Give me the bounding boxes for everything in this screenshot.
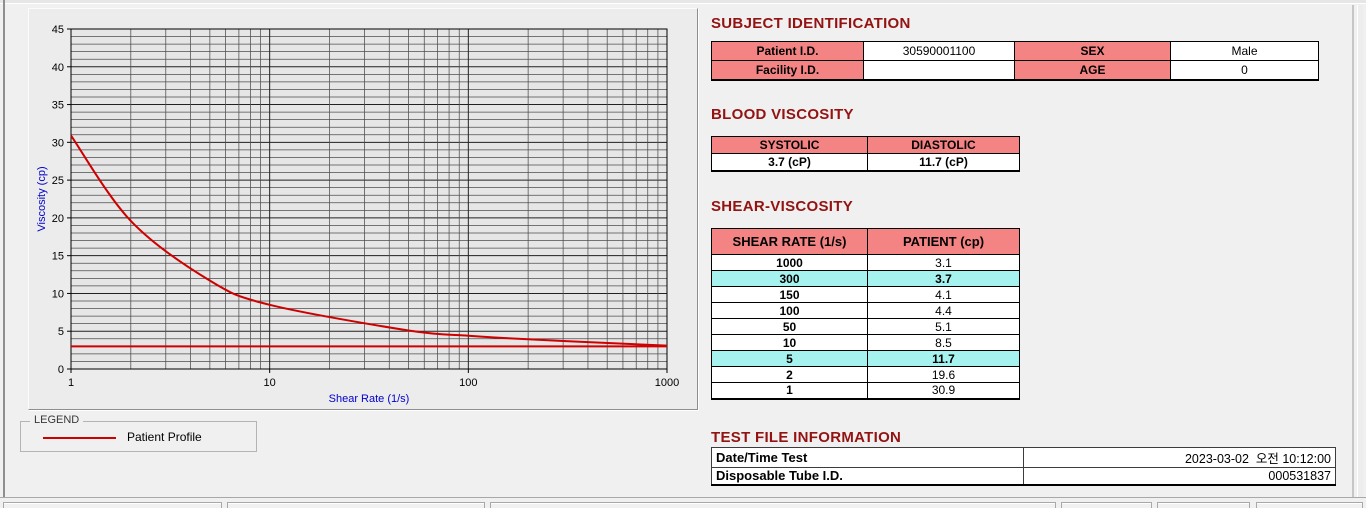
x-tick-label: 100	[459, 377, 477, 389]
window-right-border	[1352, 5, 1354, 497]
patient-id-label: Patient I.D.	[711, 41, 864, 61]
legend-line-sample	[43, 437, 116, 439]
test-file-information-title: TEST FILE INFORMATION	[711, 429, 902, 446]
shear-rate-cell: 10	[711, 334, 868, 351]
date-time-test-label: Date/Time Test	[711, 447, 1024, 468]
patient-viscosity-cell: 5.1	[867, 318, 1020, 335]
plot-frame	[70, 28, 668, 370]
y-tick-label: 20	[52, 213, 64, 225]
shear-rate-cell: 1000	[711, 254, 868, 271]
y-axis-title: Viscosity (cp)	[36, 166, 48, 231]
table-row: 150 4.1	[711, 286, 1020, 303]
bottom-panel-fragment	[3, 502, 222, 508]
x-tick-label: 1	[68, 377, 74, 389]
window-right-edge	[1357, 5, 1363, 497]
chart-panel: 0 5 10 15 20 25 30 35 40 45 1 10 100 1000 Shear Rate (…	[28, 8, 698, 410]
patient-cp-header: PATIENT (cp)	[867, 228, 1020, 255]
patient-viscosity-cell: 4.4	[867, 302, 1020, 319]
table-row: 2 19.6	[711, 366, 1020, 383]
systolic-value: 3.7 (cP)	[711, 153, 868, 171]
patient-id-value: 30590001100	[863, 41, 1015, 61]
subject-identification-table: Patient I.D. 30590001100 SEX Male Facili…	[711, 41, 1319, 81]
table-row: 1000 3.1	[711, 254, 1020, 271]
diastolic-header: DIASTOLIC	[867, 136, 1020, 154]
bottom-panel-fragment	[490, 502, 1056, 508]
diastolic-value: 11.7 (cP)	[867, 153, 1020, 171]
shear-rate-cell: 1	[711, 382, 868, 399]
y-tick-label: 5	[58, 326, 64, 338]
table-row: 3.7 (cP) 11.7 (cP)	[711, 153, 1020, 171]
subject-identification-title: SUBJECT IDENTIFICATION	[711, 15, 911, 32]
y-tick-label: 45	[52, 24, 64, 36]
sex-value: Male	[1170, 41, 1319, 61]
shear-rate-cell: 150	[711, 286, 868, 303]
table-row: 300 3.7	[711, 270, 1020, 287]
table-row: Facility I.D. AGE 0	[711, 60, 1319, 80]
disposable-tube-id-label: Disposable Tube I.D.	[711, 467, 1024, 485]
facility-id-label: Facility I.D.	[711, 60, 864, 80]
age-label: AGE	[1014, 60, 1171, 80]
y-tick-label: 30	[52, 137, 64, 149]
y-tick-label: 15	[52, 251, 64, 263]
shear-viscosity-chart: 0 5 10 15 20 25 30 35 40 45 1 10 100 1000 Shear Rate (…	[36, 24, 679, 405]
bottom-panel-fragment	[1256, 502, 1363, 508]
window-left-border	[3, 0, 5, 497]
bottom-panel-fragment	[227, 502, 485, 508]
patient-viscosity-cell: 8.5	[867, 334, 1020, 351]
shear-rate-cell: 50	[711, 318, 868, 335]
table-row: Disposable Tube I.D. 000531837	[711, 467, 1336, 485]
shear-viscosity-table: SHEAR RATE (1/s) PATIENT (cp) 1000 3.1 300…	[711, 228, 1020, 400]
table-row: SYSTOLIC DIASTOLIC	[711, 136, 1020, 154]
series-patient-profile	[70, 134, 668, 347]
shear-rate-cell: 5	[711, 350, 868, 367]
y-tick-label: 0	[58, 364, 64, 376]
table-row: 1 30.9	[711, 382, 1020, 399]
table-row: 100 4.4	[711, 302, 1020, 319]
patient-viscosity-cell: 3.1	[867, 254, 1020, 271]
x-tick-label: 1000	[655, 377, 679, 389]
window-top-edge	[0, 0, 1366, 4]
shear-rate-cell: 2	[711, 366, 868, 383]
age-value: 0	[1170, 60, 1319, 80]
facility-id-value	[863, 60, 1015, 80]
bottom-divider	[0, 497, 1366, 498]
y-tick-label: 25	[52, 175, 64, 187]
plot-area	[71, 29, 667, 369]
table-header-row: SHEAR RATE (1/s) PATIENT (cp)	[711, 228, 1020, 255]
legend-entry-label: Patient Profile	[127, 430, 202, 444]
table-row: 50 5.1	[711, 318, 1020, 335]
shear-viscosity-title: SHEAR-VISCOSITY	[711, 198, 854, 215]
shear-rate-header: SHEAR RATE (1/s)	[711, 228, 868, 255]
test-file-information-table: Date/Time Test 2023-03-02 오전 10:12:00 Di…	[711, 447, 1336, 486]
patient-viscosity-cell: 19.6	[867, 366, 1020, 383]
sex-label: SEX	[1014, 41, 1171, 61]
shear-viscosity-body: 1000 3.1 300 3.7 150 4.1 100 4.4 50 5.1 10 8.5 5 11.7…	[711, 254, 1020, 399]
legend-box: LEGEND Patient Profile	[20, 414, 257, 452]
table-row: 10 8.5	[711, 334, 1020, 351]
shear-rate-cell: 100	[711, 302, 868, 319]
blood-viscosity-title: BLOOD VISCOSITY	[711, 106, 854, 123]
disposable-tube-id-value: 000531837	[1023, 467, 1336, 485]
table-row: Date/Time Test 2023-03-02 오전 10:12:00	[711, 447, 1336, 468]
legend-title: LEGEND	[30, 414, 84, 426]
x-tick-label: 10	[264, 377, 276, 389]
date-time-test-value: 2023-03-02 오전 10:12:00	[1023, 447, 1336, 468]
x-axis-title: Shear Rate (1/s)	[329, 393, 410, 405]
y-tick-label: 10	[52, 288, 64, 300]
patient-viscosity-cell: 11.7	[867, 350, 1020, 367]
table-row: 5 11.7	[711, 350, 1020, 367]
y-tick-label: 35	[52, 100, 64, 112]
systolic-header: SYSTOLIC	[711, 136, 868, 154]
blood-viscosity-table: SYSTOLIC DIASTOLIC 3.7 (cP) 11.7 (cP)	[711, 136, 1020, 172]
shear-rate-cell: 300	[711, 270, 868, 287]
y-tick-label: 40	[52, 62, 64, 74]
patient-viscosity-cell: 4.1	[867, 286, 1020, 303]
patient-viscosity-cell: 30.9	[867, 382, 1020, 399]
bottom-panel-fragment	[1061, 502, 1152, 508]
bottom-panel-fragment	[1157, 502, 1250, 508]
patient-viscosity-cell: 3.7	[867, 270, 1020, 287]
table-row: Patient I.D. 30590001100 SEX Male	[711, 41, 1319, 61]
